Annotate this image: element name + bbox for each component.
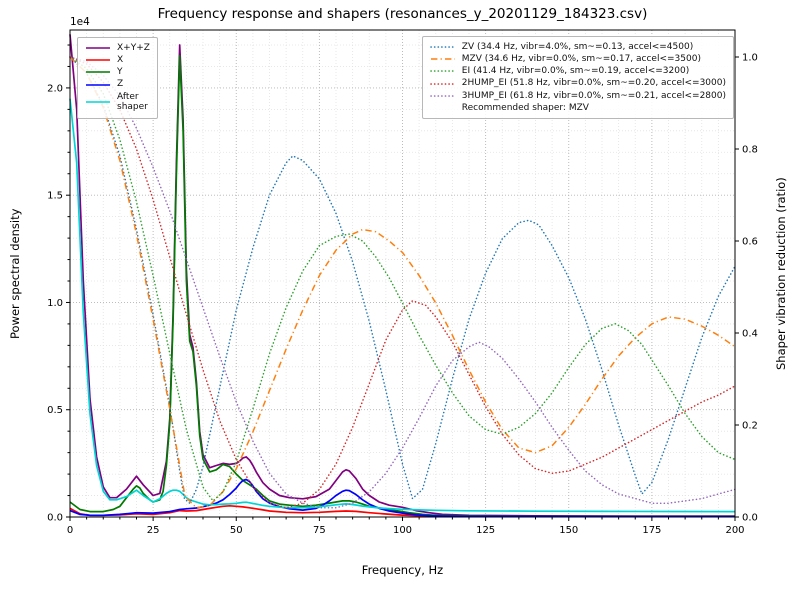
2hump-ei-line-swatch-icon <box>429 82 456 85</box>
y2-tick-label: 0.6 <box>742 237 758 248</box>
axis-multiplier: 1e4 <box>70 16 90 28</box>
legend-label: X <box>117 54 124 65</box>
legend-item: X+Y+Z <box>85 43 150 54</box>
legend-label: Z <box>117 79 124 90</box>
y-line-swatch-icon <box>86 71 110 74</box>
x-axis-label: Frequency, Hz <box>361 563 444 577</box>
y-tick-label: 1.5 <box>47 191 63 202</box>
x-tick-label: 200 <box>725 525 744 536</box>
y2-tick-label: 0.8 <box>742 145 758 156</box>
y2-tick-label: 1.0 <box>742 53 758 64</box>
series-zv <box>69 56 736 504</box>
legend-item: After shaper <box>85 92 150 114</box>
series-after-shaper <box>69 98 736 513</box>
legend-item: MZV (34.6 Hz, vibr=0.0%, sm~=0.17, accel… <box>430 54 726 65</box>
series-z <box>69 478 735 518</box>
shaper-legend: ZV (34.4 Hz, vibr=4.0%, sm~=0.13, accel<… <box>421 36 734 120</box>
x-tick-label: 125 <box>476 525 495 536</box>
legend-label: MZV (34.6 Hz, vibr=0.0%, sm~=0.17, accel… <box>461 53 701 64</box>
xyz-line-swatch-icon <box>86 47 110 49</box>
z-line-swatch-icon <box>86 83 110 86</box>
mzv-line-swatch-icon <box>430 58 455 60</box>
x-tick-label: 50 <box>230 525 243 536</box>
x-tick-label: 0 <box>67 525 73 536</box>
legend-label: Y <box>117 67 123 78</box>
x-tick-label: 150 <box>559 525 578 536</box>
legend-item: 2HUMP_EI (51.8 Hz, vibr=0.0%, sm~=0.20, … <box>429 78 726 89</box>
3hump-ei-line-swatch-icon <box>429 95 456 97</box>
legend-label: X+Y+Z <box>117 42 150 53</box>
x-tick-label: 25 <box>147 525 160 536</box>
series-ei <box>69 56 736 502</box>
legend-item: X <box>85 55 150 66</box>
y-tick-label: 0.5 <box>47 405 63 416</box>
y-tick-label: 2.0 <box>47 83 63 94</box>
zv-line-swatch-icon <box>429 46 456 48</box>
y2-tick-label: 0.2 <box>742 421 758 432</box>
legend-label: ZV (34.4 Hz, vibr=4.0%, sm~=0.13, accel<… <box>461 41 694 52</box>
x-line-swatch-icon <box>86 59 110 61</box>
legend-item: Y <box>85 67 150 78</box>
legend-item: Recommended shaper: MZV <box>430 103 726 114</box>
legend-label: EI (41.4 Hz, vibr=0.0%, sm~=0.19, accel<… <box>461 66 690 77</box>
x-tick-label: 75 <box>313 525 326 536</box>
legend-item: 3HUMP_EI (61.8 Hz, vibr=0.0%, sm~=0.21, … <box>429 90 726 102</box>
x-tick-label: 100 <box>393 525 412 536</box>
legend-label: Recommended shaper: MZV <box>461 102 589 113</box>
after-shaper-line-swatch-icon <box>86 101 110 104</box>
legend-item: EI (41.4 Hz, vibr=0.0%, sm~=0.19, accel<… <box>429 66 726 77</box>
chart-title: Frequency response and shapers (resonanc… <box>157 6 648 22</box>
legend-label: After shaper <box>117 91 148 113</box>
series-y <box>69 54 735 518</box>
series-x <box>69 504 735 518</box>
series-3hump-ei <box>69 56 736 509</box>
x-tick-label: 175 <box>642 525 661 536</box>
legend-label: 3HUMP_EI (61.8 Hz, vibr=0.0%, sm~=0.21, … <box>461 90 726 101</box>
legend-item: Z <box>85 79 150 90</box>
series-2hump-ei <box>69 56 736 509</box>
legend-item: ZV (34.4 Hz, vibr=4.0%, sm~=0.13, accel<… <box>429 41 726 53</box>
psd-legend: X+Y+Z X Y Z After shaper <box>77 37 158 119</box>
y-tick-label: 1.0 <box>47 298 63 309</box>
y2-tick-label: 0.0 <box>742 513 758 524</box>
ei-line-swatch-icon <box>429 70 456 73</box>
legend-label: 2HUMP_EI (51.8 Hz, vibr=0.0%, sm~=0.20, … <box>461 78 726 89</box>
ticks <box>66 44 739 521</box>
y-tick-label: 0.0 <box>47 513 63 524</box>
y2-tick-label: 0.4 <box>742 329 758 340</box>
